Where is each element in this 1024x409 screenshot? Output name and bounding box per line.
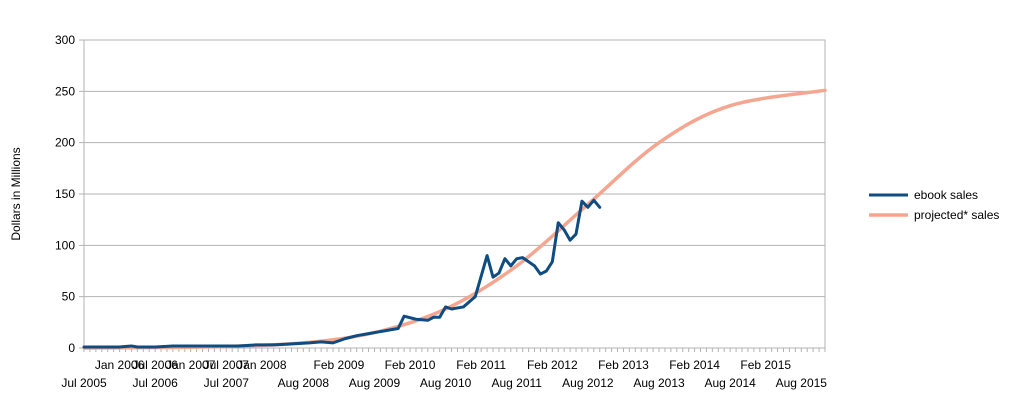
x-tick-label: Feb 2012: [527, 358, 578, 372]
x-tick-label: Feb 2015: [740, 358, 791, 372]
x-tick-label: Jul 2006: [132, 358, 178, 372]
y-tick-label: 250: [55, 84, 75, 98]
y-tick-label: 150: [55, 187, 75, 201]
x-tick-label: Feb 2011: [456, 358, 506, 372]
x-tick-label: Jan 2007: [166, 358, 216, 372]
x-tick-label: Aug 2008: [278, 376, 330, 390]
y-tick-label: 300: [55, 33, 75, 47]
x-tick-label: Aug 2010: [420, 376, 472, 390]
legend-label: projected* sales: [914, 208, 999, 222]
x-tick-label: Jan 2006: [95, 358, 145, 372]
x-tick-label: Feb 2009: [314, 358, 365, 372]
plot-border: [83, 39, 826, 349]
legend-label: ebook sales: [914, 188, 978, 202]
x-tick-label: Aug 2015: [776, 376, 828, 390]
x-tick-label: Feb 2014: [669, 358, 720, 372]
x-tick-label: Feb 2013: [598, 358, 649, 372]
x-tick-label: Jan 2008: [237, 358, 287, 372]
x-tick-label: Aug 2012: [562, 376, 614, 390]
y-tick-label: 200: [55, 136, 75, 150]
y-tick-label: 50: [62, 290, 76, 304]
x-tick-label: Feb 2010: [385, 358, 436, 372]
x-tick-label: Jul 2007: [204, 376, 250, 390]
y-tick-label: 0: [68, 341, 75, 355]
legend: ebook sales projected* sales: [869, 188, 999, 222]
x-tick-label: Aug 2009: [349, 376, 401, 390]
y-tick-label: 100: [55, 238, 75, 252]
series-line-ebook-sales: [82, 198, 602, 349]
y-axis-title: Dollars in Millions: [9, 147, 23, 240]
x-tick-label: Jul 2005: [61, 376, 107, 390]
x-tick-label: Aug 2011: [491, 376, 542, 390]
x-tick-label: Aug 2014: [704, 376, 756, 390]
x-tick-label: Jul 2007: [204, 358, 250, 372]
x-tick-label: Aug 2013: [633, 376, 685, 390]
x-tick-label: Jul 2006: [132, 376, 178, 390]
